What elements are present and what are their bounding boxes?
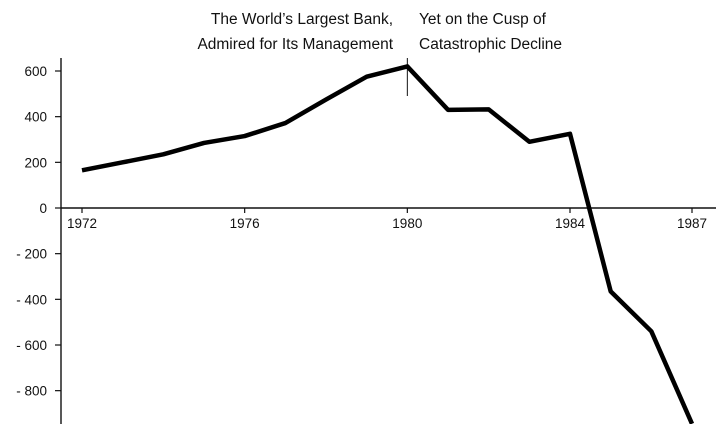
left-annotation-line-1: The World’s Largest Bank, — [211, 11, 393, 28]
series-line — [81, 64, 695, 424]
annotations: The World’s Largest Bank, Admired for It… — [197, 11, 562, 53]
y-tick-label: 0 — [39, 201, 47, 216]
x-tick-label: 1984 — [555, 216, 586, 231]
x-tick-label: 1976 — [230, 216, 260, 231]
y-tick-label: 400 — [24, 110, 47, 125]
y-tick-label: - 800 — [16, 384, 47, 399]
x-tick-label: 1987 — [677, 216, 707, 231]
y-tick-label: - 400 — [16, 292, 47, 307]
y-axis-ticks: 600 400 200 0 - 200 - 400 - 600 - 800 — [16, 64, 61, 399]
y-tick-label: - 200 — [16, 247, 47, 262]
right-annotation-line-2: Catastrophic Decline — [419, 36, 562, 53]
y-tick-label: 600 — [24, 64, 47, 79]
y-tick-label: - 600 — [16, 338, 47, 353]
right-annotation-line-1: Yet on the Cusp of — [419, 11, 547, 28]
left-annotation-line-2: Admired for Its Management — [197, 36, 393, 53]
x-axis-ticks: 1972 1976 1980 1984 1987 — [67, 208, 707, 231]
series-group — [81, 64, 695, 424]
x-tick-label: 1972 — [67, 216, 97, 231]
y-tick-label: 200 — [24, 155, 47, 170]
x-tick-label: 1980 — [392, 216, 422, 231]
